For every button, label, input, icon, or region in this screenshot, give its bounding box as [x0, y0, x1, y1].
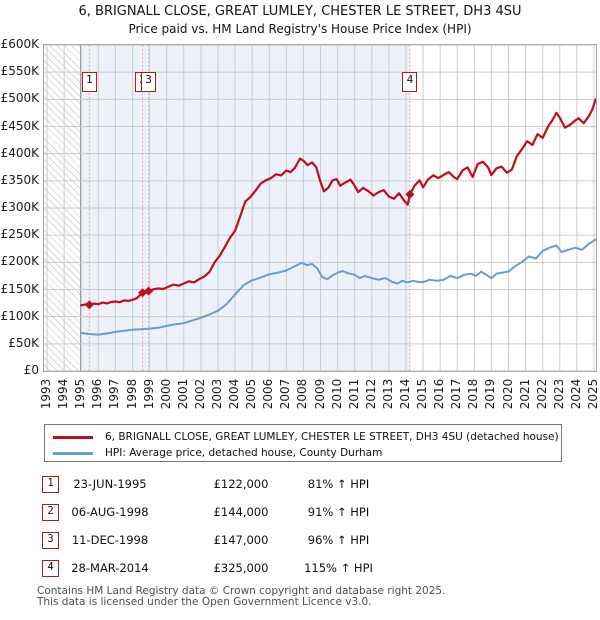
y-tick-label: £300K: [0, 200, 39, 214]
y-tick-label: £500K: [0, 91, 39, 106]
x-tick-label: 2013: [380, 378, 395, 410]
x-tick-label: 2009: [312, 378, 327, 410]
y-tick-label: £550K: [0, 64, 39, 79]
x-tick-label: 2000: [158, 378, 173, 410]
sale-hpi-delta: 91% ↑ HPI: [307, 505, 370, 519]
sale-marker-box-1[interactable]: 1: [81, 72, 97, 92]
x-tick-label: 2004: [227, 378, 242, 410]
chart-canvas: [44, 45, 596, 371]
x-tick-label: 2015: [415, 378, 430, 410]
table-row: 3 11-DEC-1998 £147,000 96% ↑ HPI: [0, 532, 600, 550]
sale-price: £144,000: [213, 505, 269, 519]
page-title: 6, BRIGNALL CLOSE, GREAT LUMLEY, CHESTER…: [78, 4, 522, 19]
y-tick-label: £600K: [0, 37, 39, 51]
x-tick-label: 2017: [449, 378, 464, 410]
property-line-swatch: [53, 435, 93, 439]
x-tick-label: 2016: [432, 378, 447, 410]
footer-copyright: Contains HM Land Registry data © Crown c…: [37, 585, 446, 597]
chart-plot-area: 1234: [43, 44, 597, 372]
y-tick-label: £200K: [0, 254, 39, 269]
x-tick-label: 2019: [483, 378, 498, 410]
sale-hpi-delta: 115% ↑ HPI: [304, 561, 373, 575]
sale-number-badge[interactable]: 1: [42, 476, 59, 493]
table-row: 4 28-MAR-2014 £325,000 115% ↑ HPI: [0, 560, 600, 578]
x-tick-label: 2012: [363, 378, 378, 410]
y-tick-label: £250K: [0, 227, 39, 242]
y-tick-label: £350K: [0, 172, 39, 187]
x-tick-label: 2011: [346, 378, 361, 410]
footer-licence: This data is licensed under the Open Gov…: [37, 596, 372, 608]
sale-price: £122,000: [213, 477, 269, 491]
sale-marker-box-4[interactable]: 4: [402, 72, 418, 92]
sale-number-badge[interactable]: 2: [42, 504, 59, 521]
x-tick-label: 2008: [295, 378, 310, 410]
table-row: 2 06-AUG-1998 £144,000 91% ↑ HPI: [0, 504, 600, 522]
sale-date: 06-AUG-1998: [71, 505, 149, 519]
sale-marker-box-3[interactable]: 3: [141, 72, 157, 92]
x-tick-label: 1998: [124, 378, 139, 410]
x-tick-label: 2006: [261, 378, 276, 410]
hpi-line-swatch: [53, 451, 93, 455]
x-tick-label: 2003: [209, 378, 224, 410]
legend-label: 6, BRIGNALL CLOSE, GREAT LUMLEY, CHESTER…: [105, 431, 559, 443]
x-tick-label: 2025: [585, 378, 600, 410]
sale-date: 23-JUN-1995: [73, 477, 147, 491]
sale-hpi-delta: 96% ↑ HPI: [307, 533, 370, 547]
sale-number-badge[interactable]: 4: [42, 560, 59, 577]
y-tick-label: £50K: [8, 335, 39, 350]
x-tick-label: 2007: [278, 378, 293, 410]
x-tick-label: 1994: [56, 378, 71, 410]
x-tick-label: 2010: [329, 378, 344, 410]
x-tick-label: 2022: [534, 378, 549, 410]
y-tick-label: £150K: [0, 281, 39, 296]
x-tick-label: 1993: [39, 378, 54, 410]
x-tick-label: 2024: [568, 378, 583, 410]
x-tick-label: 2021: [517, 378, 532, 410]
x-tick-label: 2023: [551, 378, 566, 410]
x-tick-label: 2001: [175, 378, 190, 410]
legend-item-hpi: HPI: Average price, detached house, Coun…: [53, 445, 561, 461]
y-tick-label: £100K: [0, 308, 39, 323]
x-tick-label: 2018: [466, 378, 481, 410]
x-tick-label: 2005: [244, 378, 259, 410]
x-tick-label: 1997: [107, 378, 122, 410]
x-tick-label: 2020: [500, 378, 515, 410]
x-tick-label: 2014: [397, 378, 412, 410]
legend-box: 6, BRIGNALL CLOSE, GREAT LUMLEY, CHESTER…: [44, 424, 562, 462]
sale-date: 11-DEC-1998: [71, 533, 149, 547]
legend-item-property: 6, BRIGNALL CLOSE, GREAT LUMLEY, CHESTER…: [53, 429, 561, 445]
legend-label: HPI: Average price, detached house, Coun…: [105, 447, 383, 459]
x-tick-label: 1995: [73, 378, 88, 410]
y-tick-label: £400K: [0, 145, 39, 160]
sale-date: 28-MAR-2014: [71, 561, 149, 575]
sale-hpi-delta: 81% ↑ HPI: [307, 477, 370, 491]
table-row: 1 23-JUN-1995 £122,000 81% ↑ HPI: [0, 476, 600, 494]
y-tick-label: £450K: [0, 118, 39, 133]
sale-number-badge[interactable]: 3: [42, 532, 59, 549]
sale-price: £325,000: [213, 561, 269, 575]
page-subtitle: Price paid vs. HM Land Registry's House …: [128, 22, 472, 36]
y-tick-label: £0: [23, 363, 39, 377]
sale-price: £147,000: [213, 533, 269, 547]
x-tick-label: 1996: [90, 378, 105, 410]
x-tick-label: 2002: [192, 378, 207, 410]
x-tick-label: 1999: [141, 378, 156, 410]
